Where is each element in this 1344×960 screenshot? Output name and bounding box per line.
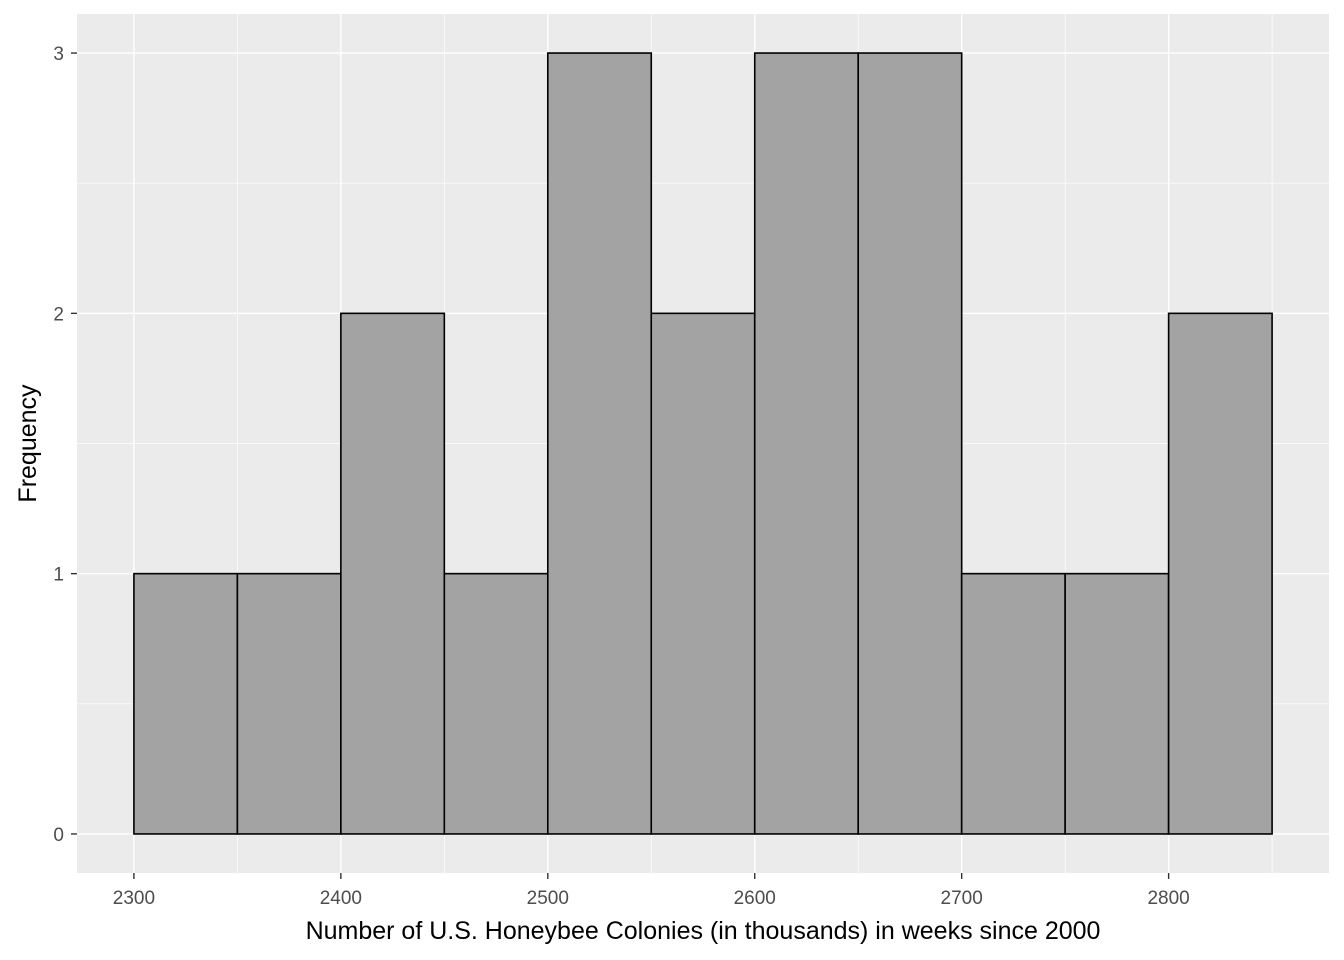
histogram-bar bbox=[443, 572, 549, 835]
x-axis-ticks: 2300 2400 2500 2600 2700 2800 bbox=[113, 873, 1190, 909]
y-tick-label: 0 bbox=[53, 825, 64, 846]
histogram-bar bbox=[857, 52, 963, 835]
x-tick-label: 2800 bbox=[1147, 888, 1189, 909]
y-tick-label: 3 bbox=[53, 44, 64, 65]
histogram-bar bbox=[546, 52, 653, 835]
x-tick-label: 2500 bbox=[527, 888, 569, 909]
x-tick-label: 2700 bbox=[941, 888, 983, 909]
histogram-bars bbox=[133, 52, 1273, 835]
histogram-bar bbox=[650, 312, 756, 835]
histogram-bar bbox=[753, 52, 860, 835]
histogram-bar bbox=[340, 312, 446, 835]
histogram-bar bbox=[1064, 572, 1170, 835]
histogram-bar bbox=[236, 572, 342, 835]
x-tick-label: 2400 bbox=[320, 888, 362, 909]
y-axis-ticks: 0 1 2 3 bbox=[53, 44, 77, 846]
x-tick-label: 2600 bbox=[734, 888, 776, 909]
y-axis-title: Frequency bbox=[14, 384, 42, 503]
y-tick-label: 1 bbox=[53, 565, 64, 586]
y-tick-label: 2 bbox=[53, 304, 64, 325]
histogram-bar bbox=[960, 572, 1066, 835]
x-tick-label: 2300 bbox=[113, 888, 155, 909]
x-axis-title: Number of U.S. Honeybee Colonies (in tho… bbox=[306, 917, 1101, 945]
histogram-bar bbox=[133, 572, 239, 835]
histogram-bar bbox=[1167, 312, 1273, 835]
